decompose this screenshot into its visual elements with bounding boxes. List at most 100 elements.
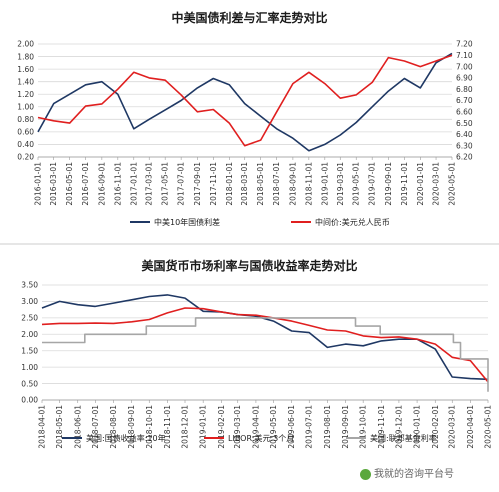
y-tick-label-left: 2.00 (21, 330, 38, 339)
x-tick-label: 2019-01-01 (199, 405, 208, 449)
x-tick-label: 2019-10-01 (359, 405, 368, 449)
y-tick-label-right: 7.20 (456, 40, 473, 49)
watermark-text: 我就的咨询平台号 (374, 469, 454, 480)
watermark: 我就的咨询平台号 (360, 465, 454, 480)
y-tick-label-right: 6.20 (456, 153, 473, 162)
x-tick-label: 2016-11-01 (113, 162, 122, 206)
x-tick-label: 2019-11-01 (377, 405, 386, 449)
y-tick-label-left: 0.00 (21, 396, 38, 405)
y-tick-label-left: 1.00 (21, 363, 38, 372)
x-tick-label: 2019-11-01 (400, 162, 409, 206)
y-tick-label-right: 7.10 (456, 51, 473, 60)
x-tick-label: 2019-08-01 (323, 405, 332, 449)
series-line-2 (41, 307, 489, 383)
series-line-1 (37, 52, 453, 152)
y-tick-label-left: 1.20 (17, 90, 34, 99)
y-tick-label-left: 1.50 (21, 346, 38, 355)
x-tick-label: 2016-05-01 (65, 162, 74, 206)
x-tick-label: 2019-07-01 (368, 162, 377, 206)
x-tick-label: 2019-03-01 (336, 162, 345, 206)
x-tick-label: 2019-09-01 (384, 162, 393, 206)
x-tick-label: 2017-05-01 (161, 162, 170, 206)
x-tick-label: 2020-01-01 (416, 162, 425, 206)
x-tick-label: 2018-05-01 (55, 405, 64, 449)
x-tick-label: 2019-03-01 (233, 405, 242, 449)
y-tick-label-left: 2.00 (17, 40, 34, 49)
y-tick-label-left: 1.00 (17, 102, 34, 111)
y-tick-label-right: 6.80 (456, 85, 473, 94)
legend-label: LIBOR:美元:3个月 (228, 433, 294, 443)
y-tick-label-left: 2.50 (21, 314, 38, 323)
x-tick-label: 2019-07-01 (305, 405, 314, 449)
x-tick-label: 2018-12-01 (181, 405, 190, 449)
y-tick-label-right: 6.50 (456, 119, 473, 128)
y-tick-label-right: 6.60 (456, 108, 473, 117)
x-tick-label: 2018-07-01 (272, 162, 281, 206)
x-tick-label: 2019-12-01 (394, 405, 403, 449)
x-tick-label: 2018-11-01 (304, 162, 313, 206)
x-tick-label: 2019-01-01 (320, 162, 329, 206)
chart-us-rates: 美国货币市场利率与国债收益率走势对比 0.00 0.50 1.00 1.50 2.00 2.… (0, 248, 499, 488)
x-tick-label: 2017-01-01 (129, 162, 138, 206)
y-tick-label-right: 6.40 (456, 130, 473, 139)
x-tick-label: 2019-09-01 (341, 405, 350, 449)
x-tick-label: 2018-04-01 (38, 405, 47, 449)
y-tick-label-left: 0.50 (21, 379, 38, 388)
y-tick-label-left: 0.40 (17, 140, 34, 149)
chart-spread-vs-fx-svg: 中美国债利差与汇率走势对比 0.20 0.40 0.60 0.80 1.00 1.20 1.4… (17, 10, 473, 227)
x-tick-label: 2018-09-01 (127, 405, 136, 449)
y-tick-label-right: 6.90 (456, 74, 473, 83)
x-tick-label: 2018-01-01 (225, 162, 234, 206)
x-tick-label: 2020-03-01 (432, 162, 441, 206)
panel-divider (0, 243, 499, 245)
y-tick-label-left: 1.40 (17, 77, 34, 86)
x-tick-label: 2020-02-01 (431, 405, 440, 449)
x-tick-label: 2020-04-01 (466, 405, 475, 449)
x-tick-label: 2016-03-01 (49, 162, 58, 206)
legend-label: 中美10年国债利差 (154, 217, 220, 227)
x-tick-label: 2016-09-01 (97, 162, 106, 206)
x-tick-label: 2020-01-01 (413, 405, 422, 449)
y-tick-label-left: 3.00 (21, 297, 38, 306)
y-tick-label-left: 1.60 (17, 65, 34, 74)
x-tick-label: 2018-11-01 (163, 405, 172, 449)
y-tick-label-right: 7.00 (456, 62, 473, 71)
legend-label: 美国:联邦基金利率 (370, 433, 437, 443)
x-tick-label: 2020-05-01 (484, 405, 493, 449)
x-tick-label: 2018-03-01 (240, 162, 249, 206)
y-tick-label-left: 1.80 (17, 52, 34, 61)
chart-us-rates-svg: 美国货币市场利率与国债收益率走势对比 0.00 0.50 1.00 1.50 2.00 2.… (21, 258, 493, 449)
chart-title: 美国货币市场利率与国债收益率走势对比 (141, 258, 357, 273)
x-tick-label: 2018-10-01 (145, 405, 154, 449)
x-tick-label: 2017-09-01 (193, 162, 202, 206)
legend-label: 中间价:美元兑人民币 (315, 217, 390, 227)
x-tick-label: 2018-09-01 (288, 162, 297, 206)
series-line-2 (37, 54, 453, 147)
x-tick-label: 2016-07-01 (81, 162, 90, 206)
x-tick-label: 2017-07-01 (177, 162, 186, 206)
y-tick-label-left: 0.20 (17, 153, 34, 162)
x-tick-label: 2019-05-01 (352, 162, 361, 206)
x-tick-label: 2017-11-01 (209, 162, 218, 206)
series-line-3 (42, 317, 489, 392)
x-tick-label: 2019-02-01 (217, 405, 226, 449)
x-tick-label: 2017-03-01 (145, 162, 154, 206)
x-tick-label: 2019-05-01 (269, 405, 278, 449)
legend-label: 美国:国债收益率:10年 (86, 433, 166, 443)
x-tick-label: 2019-06-01 (287, 405, 296, 449)
series-line-1 (41, 294, 489, 381)
y-tick-label-left: 0.60 (17, 128, 34, 137)
x-tick-label: 2020-05-01 (448, 162, 457, 206)
y-tick-label-left: 0.80 (17, 115, 34, 124)
x-tick-label: 2018-05-01 (256, 162, 265, 206)
y-tick-label-right: 6.30 (456, 141, 473, 150)
x-tick-label: 2018-08-01 (109, 405, 118, 449)
x-tick-label: 2018-07-01 (91, 405, 100, 449)
chart-spread-vs-fx: 中美国债利差与汇率走势对比 0.20 0.40 0.60 0.80 1.00 1.20 1.4… (0, 0, 499, 242)
chart-title: 中美国债利差与汇率走势对比 (171, 10, 327, 25)
y-tick-label-left: 3.50 (21, 281, 38, 290)
x-tick-label: 2018-06-01 (73, 405, 82, 449)
x-tick-label: 2019-04-01 (251, 405, 260, 449)
y-tick-label-right: 6.70 (456, 96, 473, 105)
wechat-icon (360, 468, 371, 480)
